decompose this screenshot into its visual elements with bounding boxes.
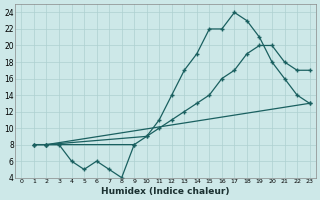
X-axis label: Humidex (Indice chaleur): Humidex (Indice chaleur) xyxy=(101,187,230,196)
